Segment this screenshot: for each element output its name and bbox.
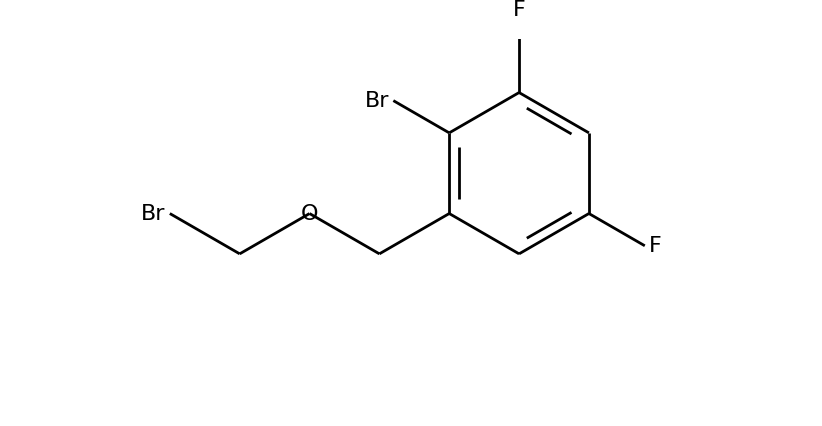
Text: F: F bbox=[649, 236, 662, 256]
Text: O: O bbox=[301, 204, 318, 224]
Text: Br: Br bbox=[365, 91, 390, 111]
Text: Br: Br bbox=[141, 204, 166, 224]
Text: F: F bbox=[513, 0, 525, 20]
